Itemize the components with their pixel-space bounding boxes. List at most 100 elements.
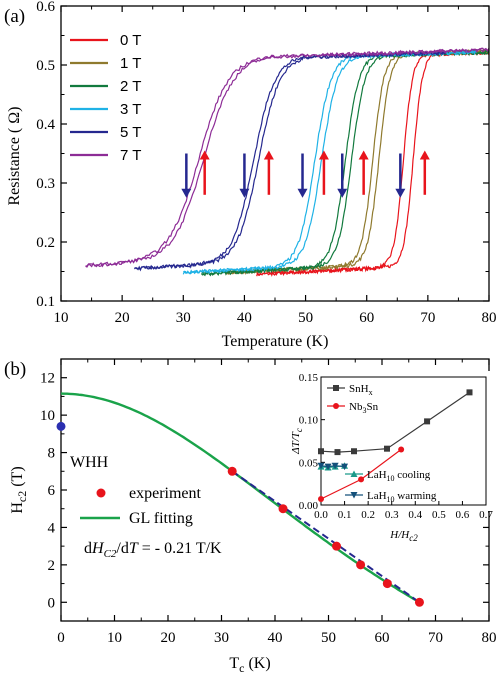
panel-b-x-ticks: 0 10 20 30 40 50 60 70 80 [57, 359, 497, 646]
inset-x-tick-label: 0.5 [432, 509, 446, 521]
inset-plot: 0.0 0.1 0.2 0.3 0.4 0.5 0.6 0.7 0.00 0.05 0.10 0.1… [290, 371, 493, 543]
panel-a-y-tick-label: 0.6 [36, 0, 55, 15]
panel-a-x-tick-label: 70 [420, 310, 435, 326]
experiment-point [414, 597, 424, 607]
inset-triangle-down-marker [317, 462, 325, 470]
panel-a-arrows [181, 150, 430, 198]
panel-b-y-tick-label: 12 [40, 371, 55, 387]
legend-label-0: 0 T [120, 32, 141, 49]
slope-annotation-sub: C2 [104, 548, 117, 560]
panel-b-y-axis-label-sub: c2 [15, 491, 29, 502]
inset-x-tick-label: 0.6 [456, 509, 470, 521]
panel-b-x-axis-label: Tc (K) [229, 655, 270, 675]
inset-square-marker [334, 449, 341, 456]
panel-b-y-axis-label-main: H [9, 502, 26, 514]
panel-a-curves [85, 47, 490, 277]
panel-b-x-tick-label: 30 [214, 630, 229, 646]
inset-x-axis-label-h: H [389, 529, 399, 541]
panel-b-y-axis-label-tail: (T) [9, 466, 26, 490]
panel-b-x-tick-label: 50 [321, 630, 336, 646]
arrow-down-icon [297, 153, 308, 198]
panel-a-x-tick-label: 40 [237, 310, 252, 326]
whh-label: WHH [70, 454, 109, 471]
inset-x-axis-label-h2: H [400, 529, 410, 541]
panel-b-x-tick-label: 70 [428, 630, 443, 646]
arrow-up-icon [318, 150, 329, 195]
inset-square-marker [351, 448, 357, 455]
panel-a-label: (a) [4, 6, 25, 27]
inset-triangle-down-marker [331, 462, 339, 470]
panel-a-legend: 0 T 1 T 2 T 3 T 5 T 7 T [70, 32, 141, 164]
experiment-point [332, 541, 342, 551]
panel-b-x-tick-label: 20 [161, 630, 176, 646]
panel-a-x-axis-label: Temperature (K) [222, 333, 329, 350]
panel-a-x-tick-label: 20 [115, 310, 130, 326]
arrow-up-icon [199, 150, 210, 195]
panel-a: (a) 10 20 30 40 50 60 70 80 0.10.20.30.40.50.6 … [4, 0, 497, 350]
legend-label-5: 7 T [120, 147, 141, 164]
panel-a-y-ticks: 0.1 0.2 0.3 0.4 0.5 0.6 [36, 0, 489, 310]
inset-x-axis-label-sub: c2 [409, 533, 418, 543]
inset-circle-marker [398, 446, 405, 453]
inset-x-tick-label: 0.1 [338, 509, 352, 521]
panel-b-y-tick-label: 0 [48, 595, 56, 611]
inset-legend: SnHx Nb3Sn LaH10 cooling LaH10 warming [327, 383, 437, 504]
inset-square-marker [466, 389, 473, 396]
inset-y-ticks: 0.00 0.05 0.10 0.15 [299, 372, 325, 512]
slope-annotation-d: d [84, 540, 92, 557]
inset-circle-marker [358, 476, 365, 483]
inset-y-tick-label: 0.05 [299, 457, 319, 469]
panel-b-x-tick-label: 60 [375, 630, 390, 646]
panel-b-y-axis-label: Hc2 (T) [9, 466, 29, 513]
slope-annotation-mid: /d [116, 540, 128, 557]
inset-legend-label-1: Nb3Sn [349, 401, 379, 415]
panel-b-y-tick-label: 10 [40, 408, 55, 424]
panel-b-x-axis-label-main: T [229, 655, 239, 672]
panel-b-label: (b) [4, 359, 26, 380]
inset-y-axis-label: ΔT/Tc [290, 428, 304, 455]
inset-y-tick-label: 0.15 [299, 372, 319, 384]
panel-b-x-tick-label: 0 [57, 630, 65, 646]
inset-x-axis-label-slash: / [397, 529, 402, 541]
inset-triangle-down-marker [341, 463, 349, 471]
experiment-point [278, 504, 288, 514]
panel-a-y-tick-label: 0.3 [36, 176, 55, 192]
arrow-down-icon [337, 153, 348, 198]
panel-a-x-tick-label: 60 [359, 310, 374, 326]
slope-annotation-value: = - 0.21 T/K [138, 540, 222, 557]
panel-b-y-tick-label: 2 [48, 558, 56, 574]
inset-frame [320, 376, 487, 506]
legend-label-3: 3 T [120, 101, 141, 118]
panel-a-y-tick-label: 0.2 [36, 235, 55, 251]
inset-x-tick-label: 0.4 [408, 509, 422, 521]
inset-series-line-3 [320, 465, 345, 468]
inset-series [317, 389, 473, 503]
inset-y-tick-label: 0.00 [299, 500, 319, 512]
panel-a-x-tick-label: 30 [176, 310, 191, 326]
legend-gl-label: GL fitting [129, 510, 193, 527]
panel-b-x-axis-label-sub: c [239, 661, 244, 675]
inset-circle-marker [333, 403, 339, 409]
panel-b-x-tick-label: 10 [107, 630, 122, 646]
panel-a-y-tick-label: 0.1 [36, 294, 55, 310]
legend-label-1: 1 T [120, 55, 141, 72]
inset-legend-label-3: LaH10 warming [367, 490, 437, 504]
slope-annotation: dHC2/dT = - 0.21 T/K [84, 540, 222, 560]
panel-b-x-tick-label: 40 [268, 630, 283, 646]
inset-triangle-down-marker [324, 463, 332, 471]
arrow-down-icon [239, 153, 250, 198]
whh-point-left [56, 421, 61, 431]
panel-a-x-tick-label: 80 [482, 310, 497, 326]
inset-square-marker [333, 385, 339, 391]
panel-a-y-tick-label: 0.5 [36, 58, 55, 74]
inset-y-tick-label: 0.10 [299, 415, 319, 427]
inset-x-ticks: 0.0 0.1 0.2 0.3 0.4 0.5 0.6 0.7 [314, 501, 493, 521]
inset-y-axis-label-main: ΔT/T [290, 431, 302, 455]
panel-b-y-tick-label: 4 [48, 520, 56, 536]
experiment-point [356, 560, 366, 570]
inset-background [319, 371, 491, 511]
inset-x-tick-label: 0.2 [361, 509, 375, 521]
inset-square-marker [424, 418, 431, 425]
legend-label-2: 2 T [120, 78, 141, 95]
panel-b-x-axis-label-tail: (K) [244, 655, 270, 672]
